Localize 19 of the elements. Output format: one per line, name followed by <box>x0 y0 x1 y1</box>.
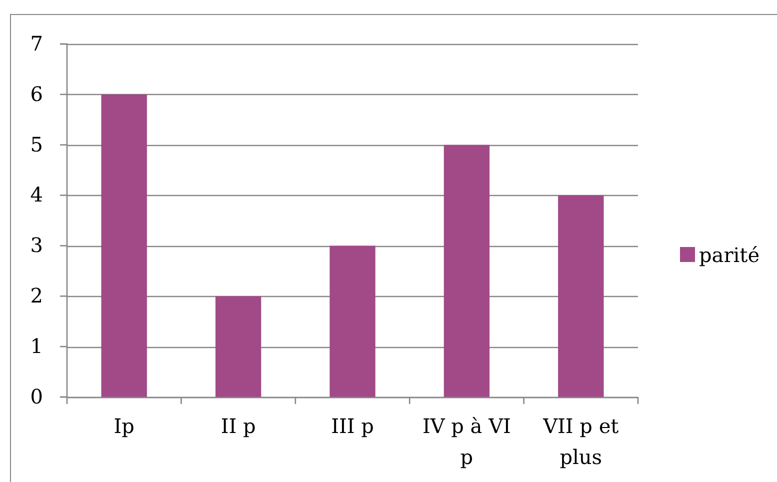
x-tick-label: IV p à VI p <box>422 414 511 469</box>
y-tick-label: 0 <box>30 384 43 408</box>
bar <box>444 144 490 397</box>
y-tick-label: 1 <box>30 334 43 358</box>
legend-label: parité <box>699 243 760 267</box>
bar <box>215 296 262 397</box>
bar <box>558 195 604 397</box>
y-tick-label: 5 <box>30 132 43 156</box>
bar <box>101 94 147 397</box>
y-tick-label: 7 <box>30 31 43 56</box>
y-tick-label: 2 <box>30 284 43 308</box>
y-tick-label: 6 <box>30 82 43 106</box>
y-tick-label: 3 <box>30 233 43 258</box>
bar <box>330 246 376 397</box>
x-tick-label: II p <box>220 414 256 438</box>
x-tick-label: Ip <box>114 414 134 438</box>
x-tick-label: III p <box>331 414 374 438</box>
x-tick-label: VII p et plus <box>542 414 619 469</box>
y-tick-label: 4 <box>30 182 43 207</box>
